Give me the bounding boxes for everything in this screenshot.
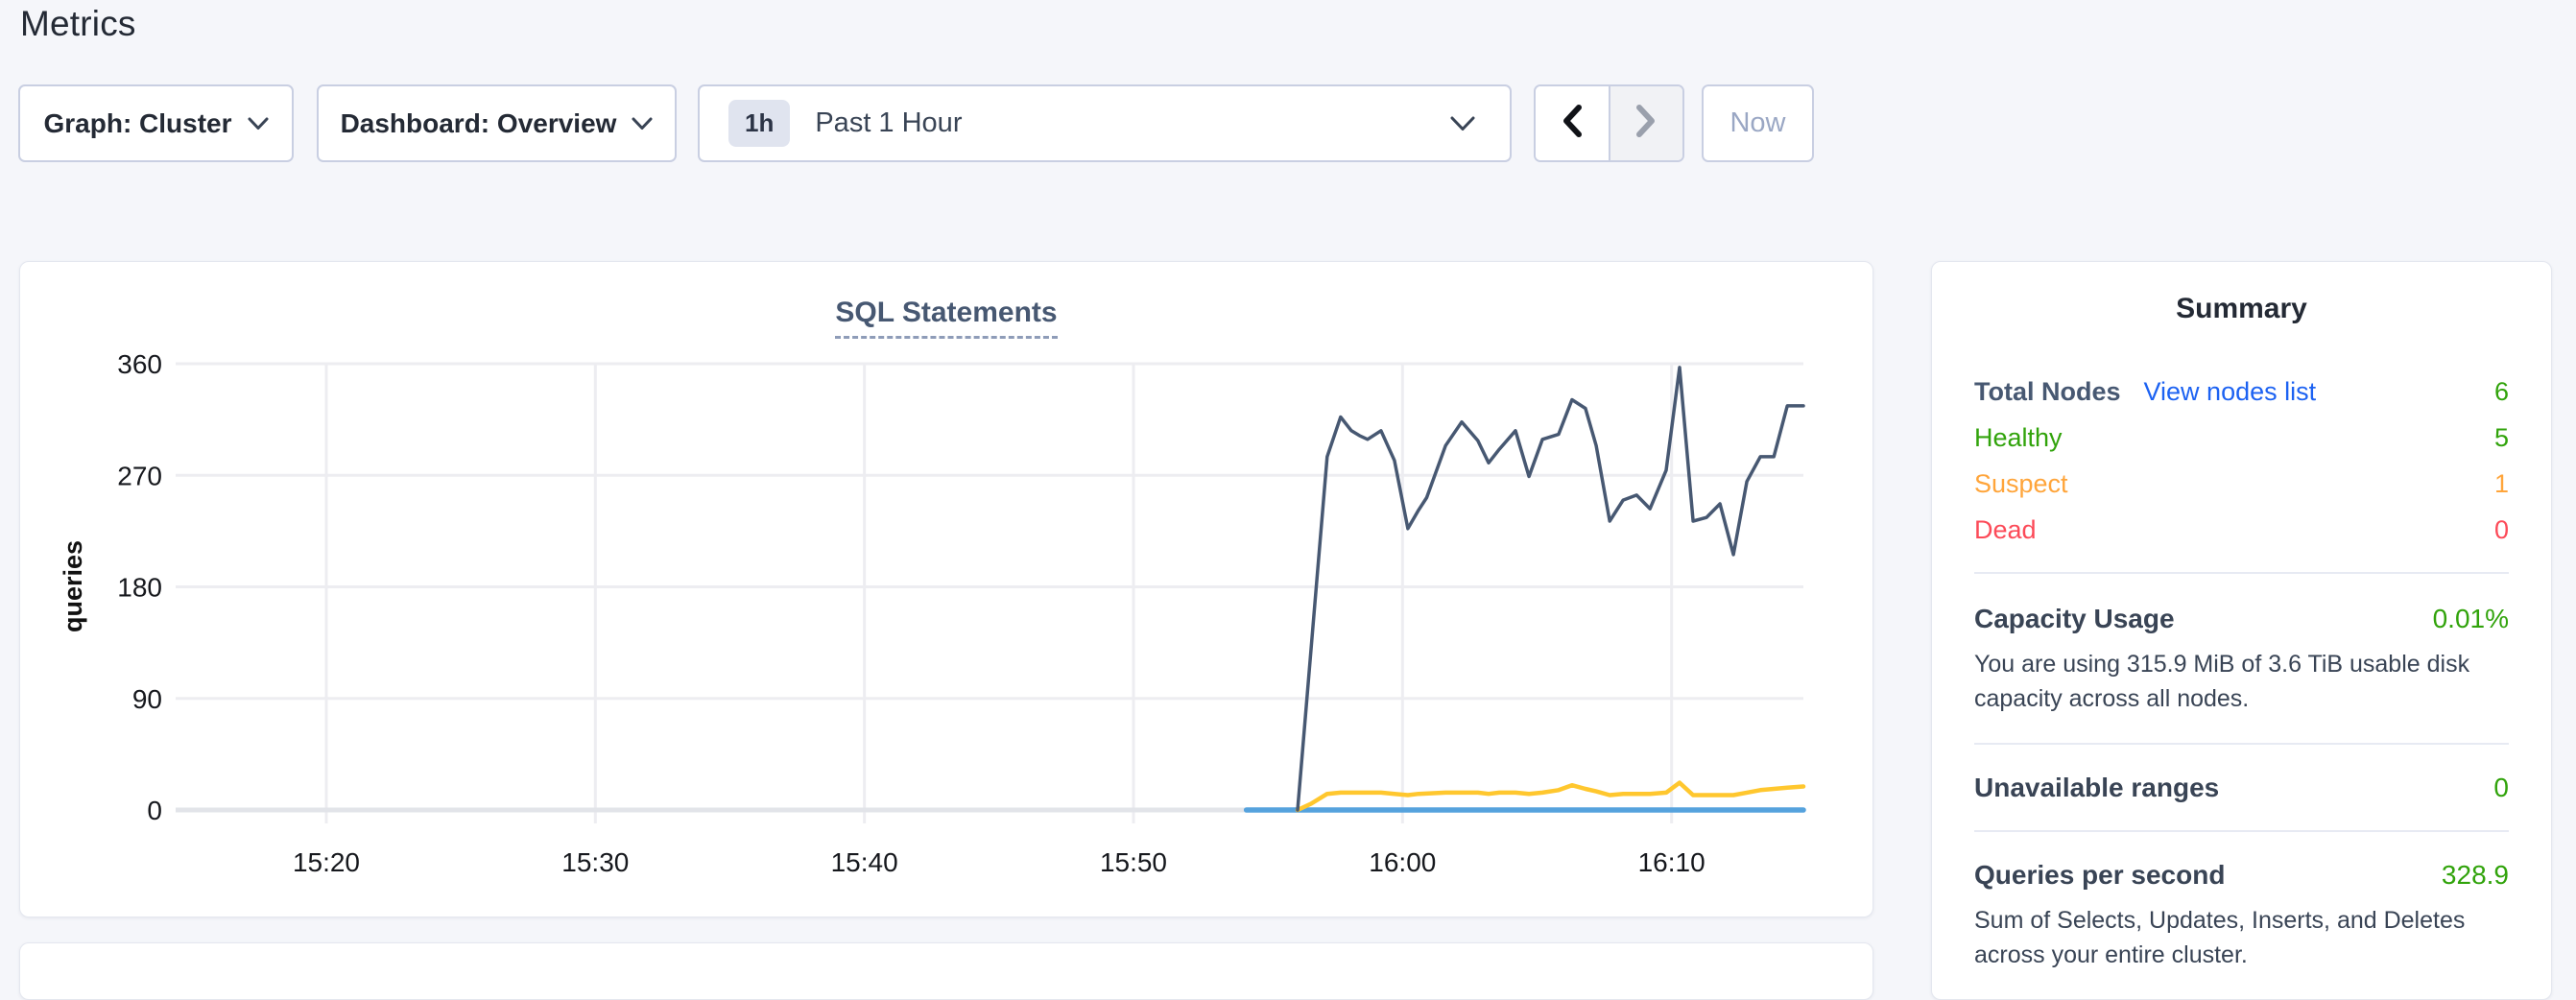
dead-row: Dead 0: [1974, 515, 2509, 545]
total-nodes-value: 6: [2493, 377, 2509, 406]
suspect-label: Suspect: [1974, 469, 2068, 498]
svg-text:270: 270: [117, 461, 162, 490]
dead-value: 0: [2493, 515, 2509, 544]
divider: [1974, 830, 2509, 832]
chevron-down-icon: [248, 117, 269, 131]
svg-text:15:30: 15:30: [561, 847, 629, 877]
graph-dropdown[interactable]: Graph: Cluster: [18, 84, 294, 162]
capacity-usage-desc: You are using 315.9 MiB of 3.6 TiB usabl…: [1974, 651, 2470, 712]
prev-time-button[interactable]: [1536, 86, 1610, 160]
chevron-down-icon: [1450, 116, 1475, 131]
now-button[interactable]: Now: [1702, 84, 1814, 162]
svg-text:15:50: 15:50: [1100, 847, 1167, 877]
svg-text:15:40: 15:40: [831, 847, 898, 877]
sql-statements-card: SQL Statements 0 90 180 270 360 15:20 15:30 15:…: [19, 261, 1873, 917]
chart-x-axis-labels: 15:20 15:30 15:40 15:50 16:00 16:10: [293, 847, 1705, 877]
suspect-value: 1: [2493, 469, 2509, 498]
total-nodes-row: Total Nodes View nodes list 6: [1974, 377, 2509, 407]
chart-y-axis-title: queries: [59, 540, 87, 632]
chevron-left-icon: [1562, 104, 1583, 143]
svg-text:16:10: 16:10: [1638, 847, 1705, 877]
svg-text:360: 360: [117, 349, 162, 379]
unavailable-ranges-label: Unavailable ranges: [1974, 773, 2220, 802]
summary-title: Summary: [2176, 293, 2307, 324]
chart-series-selects-high: [1296, 366, 1805, 812]
page-title: Metrics: [20, 4, 136, 43]
divider: [1974, 572, 2509, 574]
chart-series-updates-low: [1295, 780, 1806, 813]
unavailable-ranges-value: 0: [2493, 773, 2509, 802]
svg-text:16:00: 16:00: [1369, 847, 1436, 877]
graph-dropdown-label: Graph: Cluster: [43, 107, 232, 138]
total-nodes-label: Total Nodes: [1974, 377, 2121, 406]
chevron-down-icon: [632, 117, 653, 131]
next-chart-card: [19, 942, 1873, 1000]
view-nodes-list-link[interactable]: View nodes list: [2143, 377, 2317, 406]
capacity-usage-label: Capacity Usage: [1974, 604, 2175, 633]
svg-text:180: 180: [117, 573, 162, 603]
divider: [1974, 743, 2509, 745]
time-range-selector[interactable]: 1h Past 1 Hour: [698, 84, 1512, 162]
svg-text:15:20: 15:20: [293, 847, 360, 877]
time-nav-arrows: [1534, 84, 1684, 162]
dashboard-dropdown[interactable]: Dashboard: Overview: [317, 84, 677, 162]
time-range-badge: 1h: [728, 100, 791, 147]
suspect-row: Suspect 1: [1974, 469, 2509, 499]
queries-per-second-value: 328.9: [2441, 860, 2509, 890]
dead-label: Dead: [1974, 515, 2037, 544]
chart-y-axis-labels: 0 90 180 270 360: [117, 349, 162, 825]
chart-title[interactable]: SQL Statements: [835, 297, 1058, 339]
svg-text:90: 90: [132, 684, 162, 714]
next-time-button[interactable]: [1610, 86, 1682, 160]
dashboard-dropdown-label: Dashboard: Overview: [340, 107, 617, 138]
now-button-label: Now: [1729, 107, 1786, 138]
capacity-usage-row: Capacity Usage 0.01%: [1974, 604, 2509, 634]
capacity-usage-value: 0.01%: [2432, 604, 2509, 633]
sql-statements-chart: 0 90 180 270 360 15:20 15:30 15:40 15:50 16:00 16:…: [59, 349, 1806, 877]
healthy-label: Healthy: [1974, 423, 2063, 452]
healthy-value: 5: [2493, 423, 2509, 452]
chevron-right-icon: [1635, 104, 1657, 143]
queries-per-second-desc: Sum of Selects, Updates, Inserts, and De…: [1974, 907, 2466, 968]
svg-text:0: 0: [147, 796, 162, 825]
time-range-label: Past 1 Hour: [815, 107, 963, 138]
unavailable-ranges-row: Unavailable ranges 0: [1974, 773, 2509, 803]
queries-per-second-row: Queries per second 328.9: [1974, 860, 2509, 891]
summary-panel: Summary Total Nodes View nodes list 6 He…: [1931, 261, 2552, 1000]
healthy-row: Healthy 5: [1974, 423, 2509, 453]
queries-per-second-label: Queries per second: [1974, 860, 2226, 890]
